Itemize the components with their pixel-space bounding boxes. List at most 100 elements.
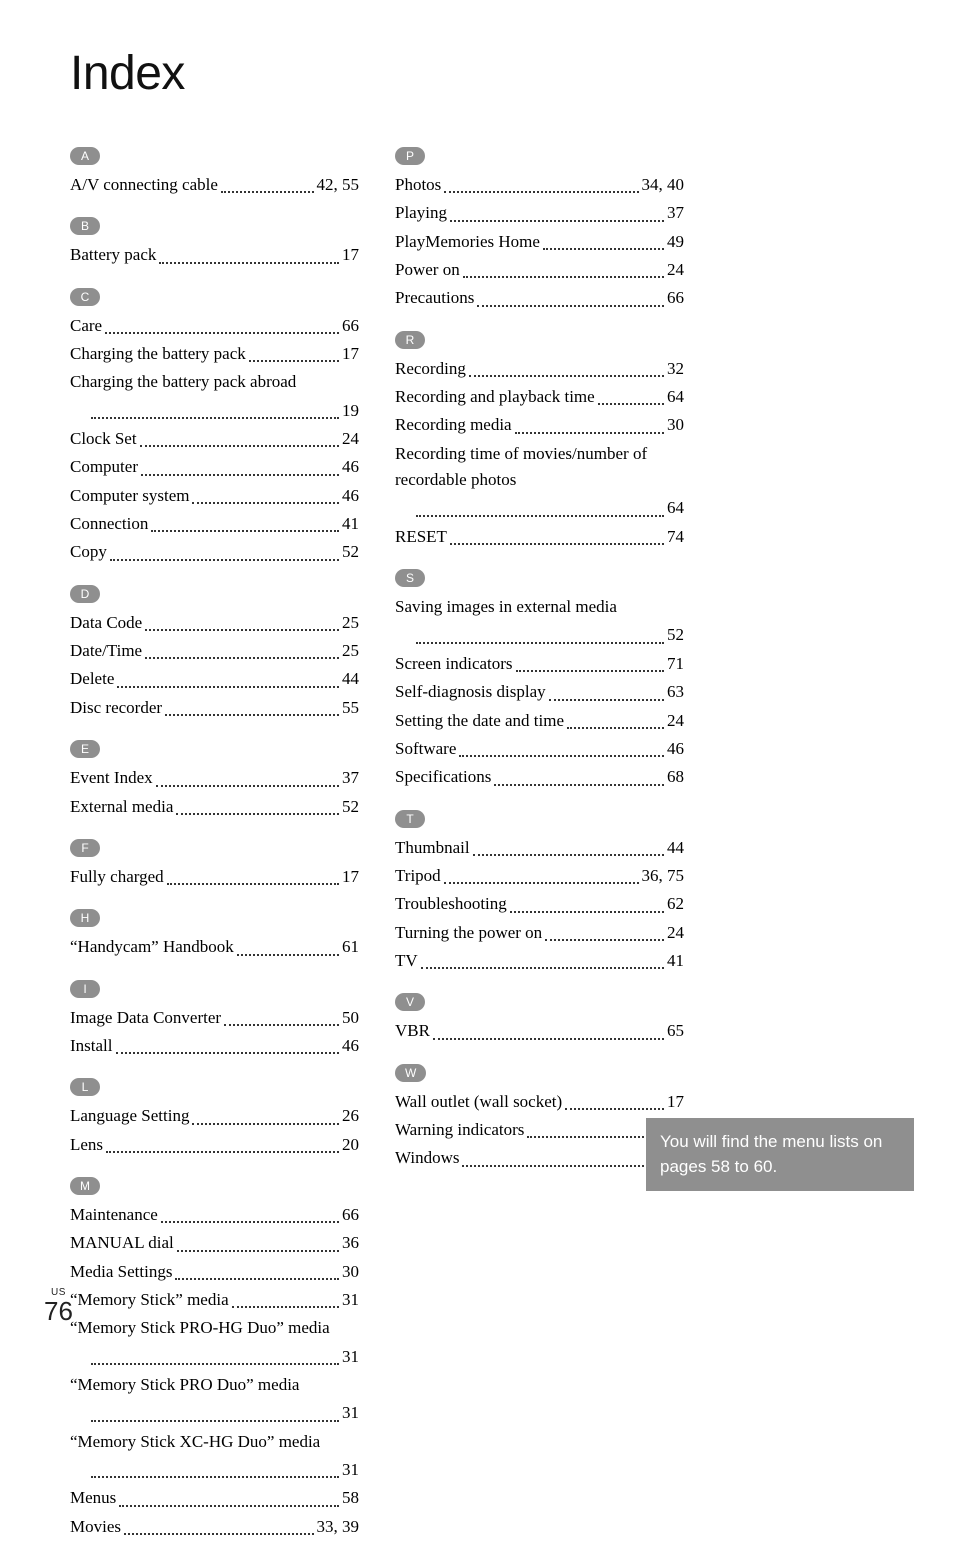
entry-label: External media xyxy=(70,794,173,820)
section-letter-badge: H xyxy=(70,909,100,927)
index-entry: Recording time of movies/number of recor… xyxy=(395,440,684,495)
entry-page: 66 xyxy=(342,313,359,339)
leader-dots xyxy=(124,1533,314,1535)
entry-page: 31 xyxy=(342,1400,359,1426)
leader-dots xyxy=(119,1505,339,1507)
leader-dots xyxy=(151,530,339,532)
entry-label: Playing xyxy=(395,200,447,226)
index-section: WWall outlet (wall socket)17Warning indi… xyxy=(395,1064,684,1173)
leader-dots xyxy=(91,1363,339,1365)
leader-dots xyxy=(192,502,339,504)
index-entry: Disc recorder55 xyxy=(70,694,359,722)
entry-label: Media Settings xyxy=(70,1259,172,1285)
index-entry: A/V connecting cable42, 55 xyxy=(70,171,359,199)
menu-lists-callout: You will find the menu lists on pages 58… xyxy=(646,1118,914,1191)
entry-page: 66 xyxy=(342,1202,359,1228)
entry-label: Troubleshooting xyxy=(395,891,507,917)
entry-page: 24 xyxy=(342,426,359,452)
leader-dots xyxy=(469,375,664,377)
leader-dots xyxy=(159,262,339,264)
entry-label: “Memory Stick PRO Duo” media xyxy=(70,1372,299,1398)
leader-dots xyxy=(116,1052,340,1054)
entry-page: 50 xyxy=(342,1005,359,1031)
entry-page: 36 xyxy=(342,1230,359,1256)
leader-dots xyxy=(527,1136,664,1138)
entry-page: 52 xyxy=(342,539,359,565)
entry-label: Connection xyxy=(70,511,148,537)
leader-dots xyxy=(177,1250,339,1252)
entry-label: Turning the power on xyxy=(395,920,542,946)
index-entry: RESET74 xyxy=(395,523,684,551)
index-entry: “Memory Stick PRO-HG Duo” media xyxy=(70,1314,359,1342)
index-section: EEvent Index37External media52 xyxy=(70,740,359,821)
entry-page: 46 xyxy=(667,736,684,762)
index-entry: Data Code25 xyxy=(70,609,359,637)
section-letter-badge: D xyxy=(70,585,100,603)
index-section: V VBR 65 xyxy=(395,993,684,1045)
entry-page: 49 xyxy=(667,229,684,255)
leader-dots xyxy=(106,1151,339,1153)
entry-label: Movies xyxy=(70,1514,121,1540)
index-entry: Charging the battery pack abroad xyxy=(70,368,359,396)
section-letter-badge: V xyxy=(395,993,425,1011)
index-entry: TV41 xyxy=(395,947,684,975)
section-letter-badge: R xyxy=(395,331,425,349)
leader-dots xyxy=(543,248,664,250)
entry-label: Computer system xyxy=(70,483,189,509)
entry-page: 31 xyxy=(342,1457,359,1483)
index-section: BBattery pack17 xyxy=(70,217,359,269)
entry-label: Computer xyxy=(70,454,138,480)
section-letter-badge: C xyxy=(70,288,100,306)
entry-label: Menus xyxy=(70,1485,116,1511)
entry-page: 66 xyxy=(667,285,684,311)
leader-dots xyxy=(249,360,339,362)
index-entry: Playing37 xyxy=(395,199,684,227)
entry-label: Warning indicators xyxy=(395,1117,524,1143)
entry-page: 25 xyxy=(342,610,359,636)
index-entry: Language Setting26 xyxy=(70,1102,359,1130)
entry-page: 41 xyxy=(342,511,359,537)
leader-dots xyxy=(567,727,664,729)
entry-label: Language Setting xyxy=(70,1103,189,1129)
entry-label: Charging the battery pack abroad xyxy=(70,369,296,395)
leader-dots xyxy=(110,559,339,561)
index-entry: Power on24 xyxy=(395,256,684,284)
index-entry: Clock Set24 xyxy=(70,425,359,453)
section-letter-badge: M xyxy=(70,1177,100,1195)
leader-dots xyxy=(165,714,339,716)
index-section: RRecording32Recording and playback time6… xyxy=(395,331,684,551)
index-entry: Screen indicators 71 xyxy=(395,650,684,678)
entry-page: 30 xyxy=(342,1259,359,1285)
section-letter-badge: T xyxy=(395,810,425,828)
leader-dots xyxy=(494,784,664,786)
entry-page: 20 xyxy=(342,1132,359,1158)
entry-page: 71 xyxy=(667,651,684,677)
leader-dots xyxy=(462,1165,664,1167)
entry-label: Image Data Converter xyxy=(70,1005,221,1031)
entry-label: “Memory Stick XC-HG Duo” media xyxy=(70,1429,320,1455)
leader-dots xyxy=(192,1123,339,1125)
index-entry: Warning indicators63 xyxy=(395,1116,684,1144)
entry-page: 24 xyxy=(667,920,684,946)
leader-dots xyxy=(145,657,339,659)
index-entry: “Handycam” Handbook61 xyxy=(70,933,359,961)
entry-label: Disc recorder xyxy=(70,695,162,721)
entry-page: 44 xyxy=(667,835,684,861)
leader-dots xyxy=(510,911,664,913)
entry-label: Screen indicators xyxy=(395,651,513,677)
entry-label: Windows xyxy=(395,1145,459,1171)
entry-page: 65 xyxy=(667,1018,684,1044)
index-entry: Recording and playback time64 xyxy=(395,383,684,411)
leader-dots xyxy=(565,1108,664,1110)
section-letter-badge: I xyxy=(70,980,100,998)
leader-dots xyxy=(91,1476,339,1478)
page-title: Index xyxy=(70,46,902,101)
leader-dots xyxy=(463,276,664,278)
page-folio: US 76 xyxy=(44,1287,73,1327)
index-columns: A A/V connecting cable42, 55 BBattery pack… xyxy=(70,147,684,1541)
entry-page: 24 xyxy=(667,257,684,283)
entry-page: 30 xyxy=(667,412,684,438)
entry-label: VBR xyxy=(395,1018,430,1044)
entry-label: Specifications xyxy=(395,764,491,790)
section-letter-badge: A xyxy=(70,147,100,165)
